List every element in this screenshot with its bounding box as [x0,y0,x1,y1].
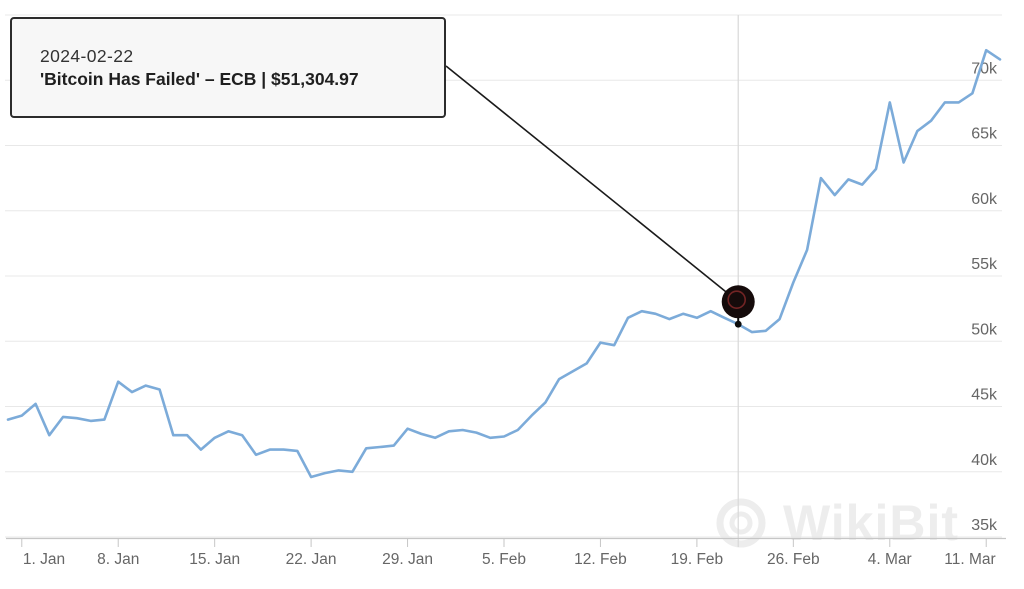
price-line[interactable] [6,48,1002,479]
data-point-dot [734,320,742,328]
annotation-marker-ring [727,290,747,310]
wikibit-watermark: WikiBit [712,492,959,554]
x-axis-label: 29. Jan [382,551,433,568]
y-axis-label: 55k [971,256,998,273]
x-axis-label: 26. Feb [767,551,820,568]
x-axis-label: 22. Jan [286,551,337,568]
y-axis-label: 65k [971,126,998,143]
y-axis-label: 50k [971,321,998,338]
annotation-marker[interactable] [721,285,755,319]
x-axis-label: 15. Jan [189,551,240,568]
y-axis-label: 45k [971,387,998,404]
y-axis-label: 40k [971,452,998,469]
x-axis-label: 5. Feb [482,551,526,568]
x-axis-label: 12. Feb [574,551,627,568]
x-axis-label: 4. Mar [868,551,912,568]
x-axis-label: 19. Feb [671,551,724,568]
annotation-text: 'Bitcoin Has Failed' – ECB | $51,304.97 [40,69,359,89]
y-axis-label: 60k [971,191,998,208]
annotation-date: 2024-02-22 [40,46,134,66]
wikibit-watermark-text: WikiBit [783,495,959,551]
x-axis-label: 8. Jan [97,551,139,568]
x-axis-label: 1. Jan [23,551,65,568]
annotation-tooltip: 2024-02-22 'Bitcoin Has Failed' – ECB | … [10,17,446,118]
wikibit-logo-icon [716,498,766,548]
y-axis-label: 35k [971,517,998,534]
x-axis-label: 11. Mar [944,551,995,568]
y-axis-label: 70k [971,60,998,77]
annotation-connector-line [445,65,739,303]
